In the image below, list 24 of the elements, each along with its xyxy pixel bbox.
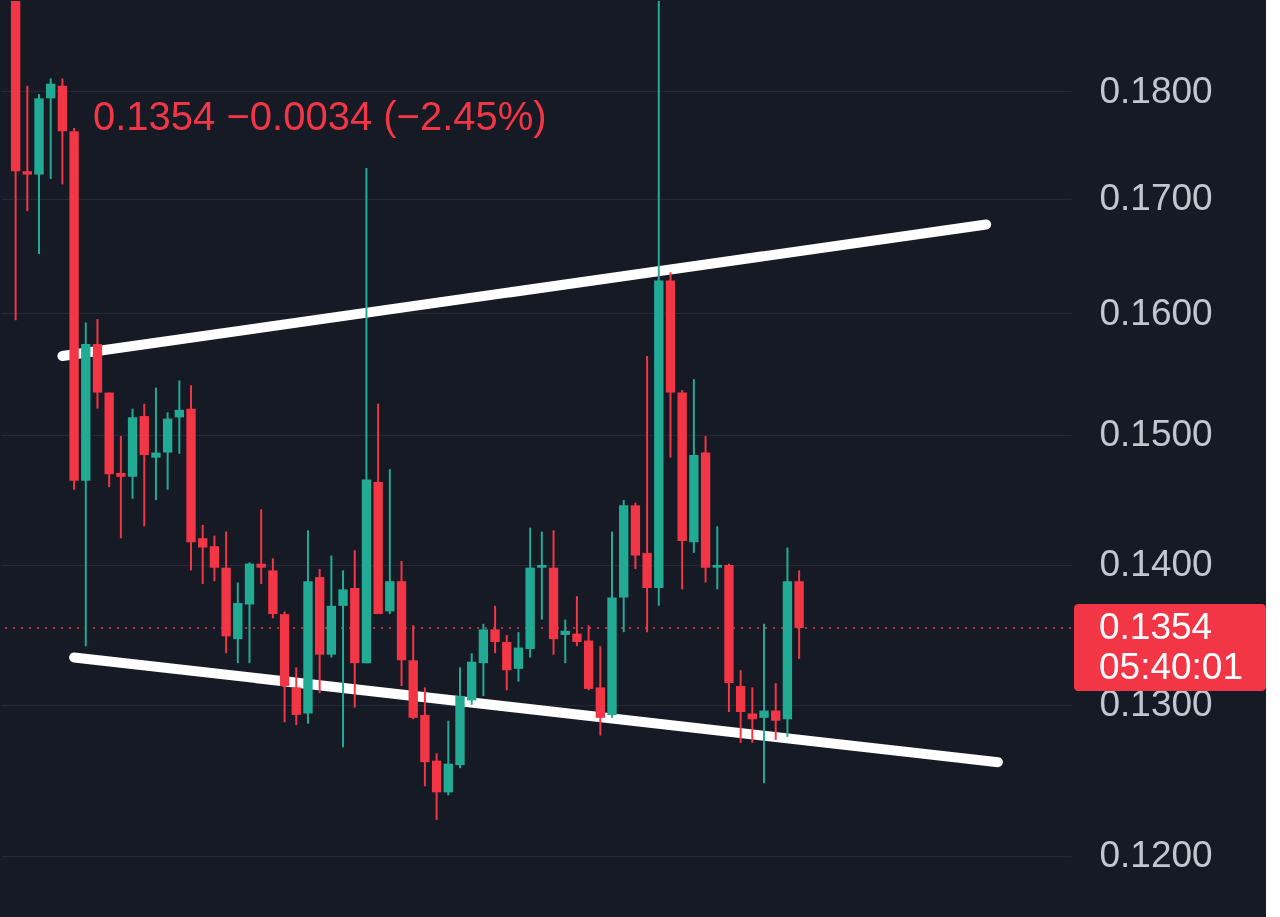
candlestick bbox=[338, 569, 348, 749]
candlestick bbox=[747, 686, 758, 744]
candlestick bbox=[560, 618, 570, 665]
annotation: 0.1354 −0.0034 (−2.45%) bbox=[93, 94, 547, 138]
candlestick bbox=[513, 631, 524, 683]
candlestick bbox=[116, 435, 126, 540]
candlestick bbox=[22, 84, 32, 213]
candlestick bbox=[771, 682, 781, 741]
candlestick bbox=[256, 508, 266, 585]
candlestick bbox=[151, 386, 161, 502]
candlestick bbox=[174, 379, 185, 455]
y-tick-label: 0.1200 bbox=[1099, 834, 1213, 876]
candlestick bbox=[712, 525, 722, 591]
y-tick-label: 0.1700 bbox=[1099, 177, 1213, 219]
candlestick bbox=[46, 77, 56, 180]
y-tick-label: 0.1400 bbox=[1099, 543, 1213, 585]
y-tick-label: 0.1800 bbox=[1099, 69, 1213, 111]
candlestick bbox=[759, 622, 769, 785]
candlestick bbox=[537, 530, 547, 621]
y-tick-label: 0.1500 bbox=[1099, 413, 1213, 455]
y-tick-label: 0.1600 bbox=[1099, 291, 1213, 333]
ref-line-label: 0.1354 bbox=[1099, 605, 1213, 647]
candlestick bbox=[209, 534, 220, 583]
candlestick bbox=[198, 523, 208, 585]
